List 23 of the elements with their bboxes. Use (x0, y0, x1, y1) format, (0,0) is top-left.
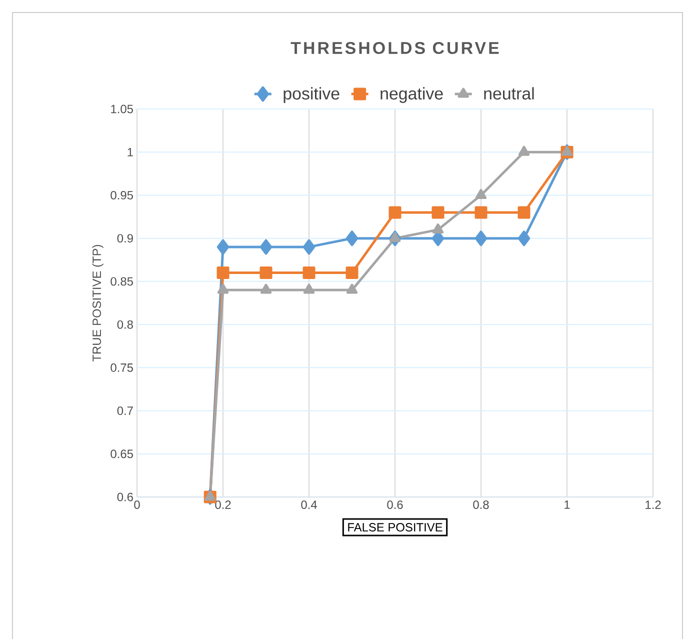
x-tick-label: 0.6 (387, 500, 403, 509)
chart-title: THRESHOLDS CURVE (290, 42, 499, 54)
y-tick-label: 0.7 (117, 406, 133, 415)
y-tick-label: 1.05 (111, 104, 133, 114)
x-tick-label: 0.8 (473, 500, 489, 509)
legend-label: positive (284, 87, 340, 103)
y-tick-label: 0.9 (117, 234, 133, 243)
y-tick-label: 0.85 (110, 277, 133, 286)
legend-label: neutral (484, 87, 534, 100)
y-tick-label: 0.75 (110, 363, 133, 372)
y-tick-label: 0.8 (117, 320, 133, 329)
x-tick-label: 0 (134, 500, 140, 509)
y-tick-label: 0.6 (117, 492, 133, 502)
x-tick-label: 0.4 (301, 500, 317, 509)
y-tick-label: 0.95 (110, 190, 133, 200)
y-axis-title: TRUE POSITIVE (TP) (92, 244, 104, 362)
y-tick-label: 1 (128, 148, 133, 156)
x-tick-label: 1.2 (646, 500, 661, 509)
x-tick-label: 0.2 (215, 500, 231, 509)
x-axis-title: FALSE POSITIVE (348, 523, 442, 532)
legend-label: negative (380, 87, 443, 103)
y-tick-label: 0.65 (110, 450, 133, 458)
x-tick-label: 1 (564, 500, 570, 509)
